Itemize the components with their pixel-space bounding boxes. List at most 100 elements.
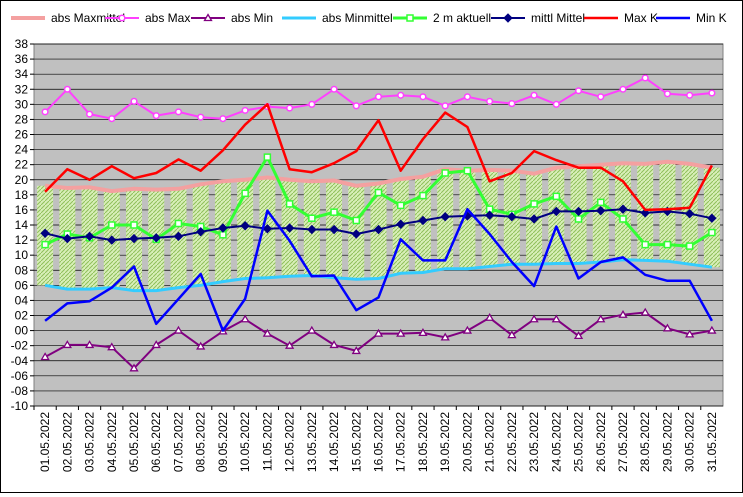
- data-point: [663, 240, 672, 249]
- data-point: [373, 224, 384, 235]
- series-line: [44, 103, 714, 212]
- y-tick-label: 12: [15, 233, 29, 247]
- data-point: [406, 14, 414, 22]
- legend-label: 2 m aktuell: [433, 11, 491, 25]
- series-abs-maxmittel: [44, 159, 713, 194]
- x-tick-label: 23.05.2022: [527, 412, 541, 472]
- data-point: [707, 325, 717, 334]
- data-point: [640, 208, 650, 218]
- data-point: [329, 224, 339, 235]
- data-point: [373, 328, 384, 337]
- data-point: [263, 153, 272, 161]
- x-tick-label: 13.05.2022: [305, 412, 319, 472]
- data-point: [62, 340, 72, 349]
- data-point: [241, 189, 249, 198]
- data-point: [551, 206, 562, 217]
- legend-label: mittl Mittel: [531, 11, 585, 25]
- data-point: [596, 314, 606, 323]
- data-point: [196, 341, 206, 350]
- y-tick-label: 28: [15, 112, 29, 126]
- data-point: [107, 235, 117, 245]
- y-tick-label: 32: [15, 82, 29, 96]
- data-point: [262, 224, 273, 234]
- data-point: [507, 211, 517, 222]
- x-tick-label: 24.05.2022: [549, 412, 563, 472]
- data-point: [107, 342, 117, 351]
- data-point: [552, 192, 561, 201]
- data-point: [640, 307, 650, 316]
- y-tick-label: -02: [11, 339, 29, 353]
- y-axis: -10-08-06-04-020002040608101214161820222…: [11, 37, 34, 413]
- data-point: [197, 113, 205, 121]
- data-point: [619, 215, 627, 223]
- series-line: [44, 207, 713, 332]
- y-tick-label: 08: [15, 263, 29, 277]
- data-point: [397, 91, 405, 99]
- y-tick-label: 22: [15, 158, 29, 172]
- data-point: [619, 85, 627, 93]
- x-tick-label: 25.05.2022: [572, 412, 586, 472]
- x-tick-label: 06.05.2022: [149, 412, 163, 472]
- data-point: [641, 74, 649, 82]
- data-point: [218, 223, 228, 233]
- data-point: [419, 93, 427, 101]
- data-point: [108, 115, 116, 123]
- data-point: [40, 352, 50, 361]
- y-tick-label: -10: [11, 399, 29, 413]
- x-tick-label: 05.05.2022: [127, 412, 141, 472]
- x-tick-label: 18.05.2022: [416, 412, 430, 472]
- data-point: [529, 314, 539, 323]
- x-tick-label: 03.05.2022: [83, 412, 97, 472]
- data-point: [597, 198, 605, 207]
- data-point: [330, 85, 338, 93]
- data-point: [530, 200, 538, 208]
- series-line: [44, 159, 713, 194]
- data-point: [129, 233, 139, 244]
- data-point: [173, 325, 184, 334]
- x-tick-label: 10.05.2022: [238, 412, 252, 472]
- data-point: [396, 219, 406, 229]
- y-tick-label: 36: [15, 52, 29, 66]
- data-point: [351, 346, 361, 355]
- data-point: [151, 233, 161, 243]
- data-point: [419, 191, 427, 200]
- data-point: [374, 188, 383, 197]
- y-tick-label: 02: [15, 309, 29, 323]
- legend-label: abs Min: [231, 11, 273, 25]
- data-point: [686, 91, 694, 99]
- y-tick-label: 00: [15, 324, 29, 338]
- data-point: [374, 93, 383, 101]
- y-tick-label: 16: [15, 203, 29, 217]
- data-point: [108, 221, 116, 229]
- data-point: [663, 90, 671, 98]
- x-axis: 01.05.2022 02.05.2022 03.05.2022 04.05.2022…: [33, 406, 719, 472]
- x-tick-label: 27.05.2022: [616, 412, 630, 472]
- data-point: [307, 325, 317, 334]
- data-point: [574, 215, 583, 223]
- data-point: [329, 340, 339, 349]
- x-tick-label: 01.05.2022: [38, 412, 52, 472]
- y-tick-label: 10: [15, 248, 29, 262]
- data-point: [463, 93, 471, 101]
- y-tick-label: 26: [15, 128, 29, 142]
- data-point: [41, 108, 49, 116]
- x-tick-label: 28.05.2022: [638, 412, 652, 472]
- y-tick-label: -06: [11, 369, 29, 383]
- data-point: [240, 221, 250, 231]
- data-point: [351, 229, 361, 239]
- series-abs-max: [41, 74, 716, 123]
- series-max-k: [44, 103, 714, 212]
- data-point: [503, 13, 513, 23]
- data-point: [195, 227, 206, 237]
- data-point: [262, 328, 273, 337]
- legend-label: abs Maxmittel: [51, 11, 125, 25]
- x-tick-label: 22.05.2022: [505, 412, 519, 472]
- data-point: [285, 200, 294, 208]
- data-point: [484, 312, 495, 321]
- data-point: [597, 93, 605, 101]
- y-tick-label: 18: [15, 188, 29, 202]
- x-tick-label: 14.05.2022: [327, 412, 341, 472]
- data-point: [241, 106, 249, 114]
- data-point: [484, 210, 495, 220]
